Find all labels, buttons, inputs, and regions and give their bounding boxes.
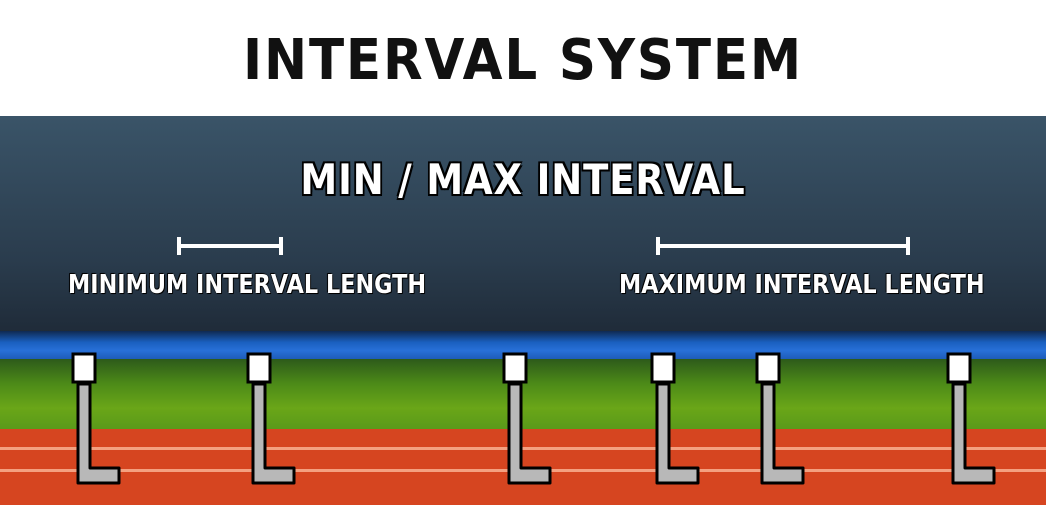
main-title: INTERVAL SYSTEM [242,28,804,93]
hurdle-icon [650,352,700,485]
minimum-interval-label: MINIMUM INTERVAL LENGTH [68,270,427,300]
hurdle-3 [502,352,554,487]
hurdle-6 [946,352,998,487]
minimum-interval-bracket [177,237,283,255]
hurdle-4 [650,352,702,487]
subtitle: MIN / MAX INTERVAL [300,155,746,204]
hurdle-icon [946,352,996,485]
hurdle-5 [755,352,807,487]
hurdle-icon [71,352,121,485]
hurdle-2 [246,352,298,487]
title-banner: INTERVAL SYSTEM [0,0,1046,116]
bottom-margin [0,505,1046,529]
hurdle-icon [755,352,805,485]
maximum-interval-label: MAXIMUM INTERVAL LENGTH [619,270,985,300]
hurdle-1 [71,352,123,487]
track-lane-line [0,447,1046,450]
hurdle-icon [246,352,296,485]
hurdle-icon [502,352,552,485]
maximum-interval-bracket [656,237,910,255]
